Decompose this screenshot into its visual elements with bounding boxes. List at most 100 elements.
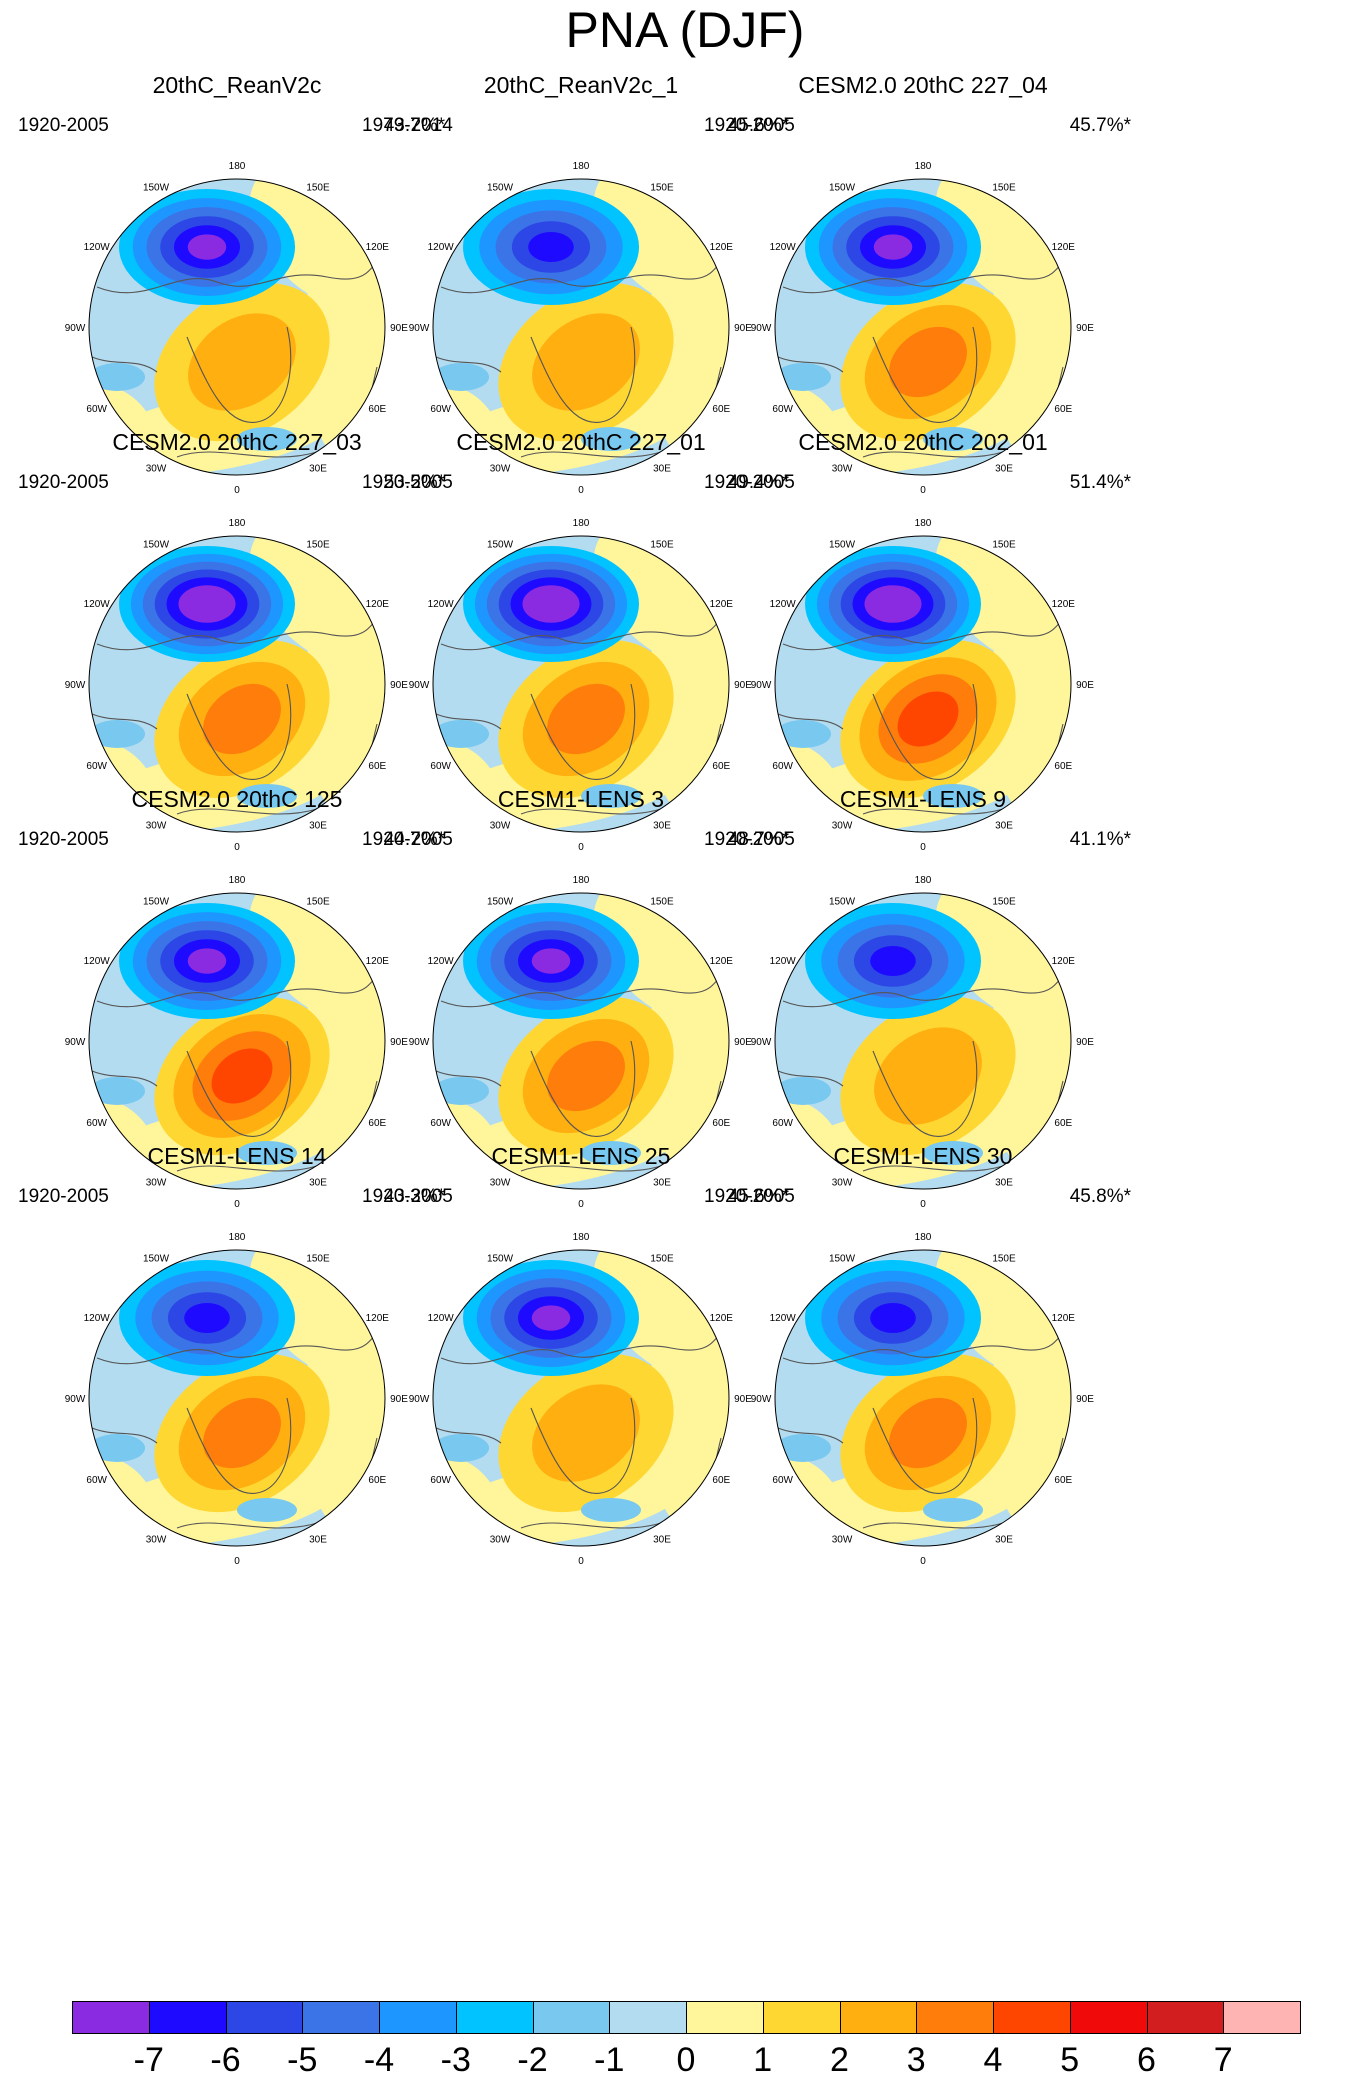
panel-variance: 53.5%* bbox=[383, 472, 445, 493]
longitude-label: 180 bbox=[915, 161, 932, 172]
longitude-label: 180 bbox=[573, 875, 590, 886]
coastline bbox=[530, 683, 636, 780]
negative-anomaly-region bbox=[237, 1498, 297, 1522]
negative-contour-6 bbox=[187, 948, 227, 974]
longitude-label: 150W bbox=[143, 1254, 170, 1265]
panel-variance: 45.6%* bbox=[727, 115, 789, 136]
map-panel: CESM2.0 20thC 227_01 1920-2005 49.4%* 180 15… bbox=[356, 429, 806, 899]
panel-title: CESM2.0 20thC 227_01 bbox=[456, 429, 706, 455]
panel-title: 20thC_ReanV2c bbox=[152, 72, 322, 98]
colorbar-swatch bbox=[916, 2001, 994, 2034]
longitude-label: 30E bbox=[653, 1177, 671, 1188]
negative-anomaly-region bbox=[581, 427, 641, 451]
negative-contour-5 bbox=[870, 1302, 916, 1334]
coastline bbox=[782, 1335, 1069, 1365]
longitude-label: 90W bbox=[409, 323, 430, 334]
coastline bbox=[435, 356, 502, 373]
longitude-label: 0 bbox=[578, 1199, 584, 1210]
negative-contour-6 bbox=[873, 234, 913, 260]
longitude-label: 150W bbox=[487, 1254, 514, 1265]
map-panel: CESM1-LENS 25 1920-2005 45.6%* 180 150E 120E 9… bbox=[356, 1143, 806, 1613]
positive-contour-2 bbox=[532, 1384, 640, 1482]
panel-title: CESM1-LENS 14 bbox=[147, 1143, 327, 1169]
longitude-label: 150E bbox=[306, 183, 330, 194]
colorbar-tick-label: 5 bbox=[1060, 2041, 1080, 2079]
negative-anomaly-region bbox=[237, 784, 297, 808]
panel-variance: 45.8%* bbox=[1069, 1186, 1131, 1207]
negative-contour-7 bbox=[190, 593, 224, 615]
panel-variance: 43.3%* bbox=[383, 1186, 445, 1207]
positive-contour-3 bbox=[889, 326, 967, 398]
longitude-label: 180 bbox=[915, 875, 932, 886]
longitude-label: 150W bbox=[829, 183, 856, 194]
longitude-label: 60E bbox=[368, 1475, 386, 1486]
longitude-label: 90E bbox=[734, 1037, 752, 1048]
colorbar-swatch bbox=[609, 2001, 687, 2034]
longitude-label: 180 bbox=[573, 1232, 590, 1243]
longitude-label: 120W bbox=[770, 1313, 797, 1324]
map-boundary bbox=[774, 535, 1072, 833]
negative-anomaly-region bbox=[581, 1498, 641, 1522]
longitude-label: 90E bbox=[734, 323, 752, 334]
coastline bbox=[777, 1427, 844, 1444]
longitude-label: 90W bbox=[751, 680, 772, 691]
longitude-label: 60E bbox=[368, 1118, 386, 1129]
longitude-label: 180 bbox=[229, 161, 246, 172]
longitude-label: 150W bbox=[829, 1254, 856, 1265]
coastline bbox=[91, 356, 158, 373]
longitude-label: 30E bbox=[309, 1177, 327, 1188]
polar-map: 180 150E 120E 90E 60E 30E 0 30W 60W 90W 120W 150W bbox=[65, 518, 409, 853]
panel-title: CESM2.0 20thC 227_03 bbox=[112, 429, 362, 455]
panel-period: 1920-2005 bbox=[704, 1186, 795, 1207]
negative-contour-7 bbox=[876, 593, 910, 615]
negative-anomaly-region bbox=[775, 1077, 831, 1105]
longitude-label: 30W bbox=[490, 1177, 511, 1188]
longitude-label: 30W bbox=[146, 1177, 167, 1188]
panel-period: 1920-2005 bbox=[18, 115, 109, 136]
map-panel: CESM1-LENS 30 1920-2005 45.8%* 180 150E 120E 9… bbox=[698, 1143, 1148, 1613]
coastline bbox=[777, 713, 844, 730]
map-boundary bbox=[88, 892, 386, 1190]
colorbar-tick-label: -3 bbox=[440, 2041, 471, 2079]
negative-anomaly-region bbox=[923, 1498, 983, 1522]
longitude-label: 60W bbox=[86, 404, 107, 415]
colorbar-swatch bbox=[455, 2001, 534, 2034]
coastline bbox=[96, 1335, 383, 1365]
longitude-label: 90E bbox=[1076, 680, 1094, 691]
coastline bbox=[777, 356, 844, 373]
negative-anomaly-region bbox=[775, 363, 831, 391]
longitude-label: 150E bbox=[306, 540, 330, 551]
longitude-label: 90E bbox=[734, 680, 752, 691]
negative-contour-7 bbox=[534, 593, 568, 615]
longitude-label: 120W bbox=[84, 1313, 111, 1324]
longitude-label: 120E bbox=[1052, 242, 1076, 253]
longitude-label: 0 bbox=[578, 1556, 584, 1567]
coastline bbox=[782, 978, 1069, 1008]
longitude-label: 30E bbox=[309, 1534, 327, 1545]
coastline bbox=[435, 1427, 502, 1444]
negative-anomaly-region bbox=[89, 1434, 145, 1462]
negative-anomaly-region bbox=[923, 784, 983, 808]
map-boundary bbox=[774, 1249, 1072, 1547]
panel-period: 1920-2005 bbox=[704, 115, 795, 136]
colorbar-tick-label: -5 bbox=[287, 2041, 318, 2079]
longitude-label: 0 bbox=[234, 1556, 240, 1567]
longitude-label: 30W bbox=[146, 1534, 167, 1545]
longitude-label: 90E bbox=[390, 1394, 408, 1405]
coastline bbox=[186, 1397, 292, 1494]
longitude-label: 60W bbox=[772, 404, 793, 415]
longitude-label: 150E bbox=[992, 183, 1016, 194]
coastline bbox=[872, 326, 978, 423]
coastline bbox=[530, 1397, 636, 1494]
positive-contour-2 bbox=[532, 313, 640, 411]
colorbar-tick-label: -1 bbox=[594, 2041, 625, 2079]
panel-period: 1920-2005 bbox=[362, 1186, 453, 1207]
polar-map: 180 150E 120E 90E 60E 30E 0 30W 60W 90W 120W 150W bbox=[409, 875, 753, 1210]
longitude-label: 120W bbox=[84, 242, 111, 253]
longitude-label: 60E bbox=[712, 761, 730, 772]
map-panel: 20thC_ReanV2c_1 1979-2014 45.6%* 180 150E 120… bbox=[356, 72, 806, 542]
colorbar-swatch bbox=[532, 2001, 611, 2034]
longitude-label: 30W bbox=[490, 1534, 511, 1545]
panel-variance: 45.7%* bbox=[1069, 115, 1131, 136]
longitude-label: 120E bbox=[710, 1313, 734, 1324]
